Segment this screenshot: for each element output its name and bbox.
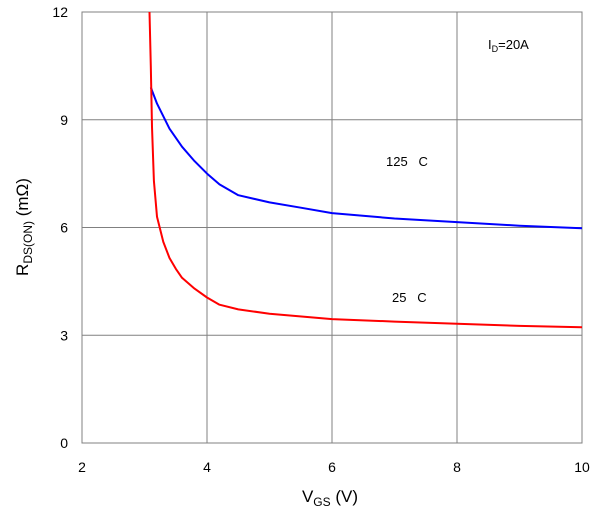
y-axis-label: RDS(ON) (mΩ)	[13, 178, 35, 276]
condition-label: ID=20A	[488, 37, 529, 54]
series-line-2	[148, 11, 583, 329]
y-tick-label: 0	[60, 435, 68, 451]
y-tick-label: 12	[52, 4, 68, 20]
x-axis-label: VGS (V)	[302, 487, 358, 509]
y-tick-label: 3	[60, 327, 68, 343]
x-tick-label: 4	[203, 459, 211, 475]
x-tick-labels: 2 4 6 8 10	[78, 459, 590, 475]
grid-lines	[81, 11, 583, 444]
y-tick-label: 6	[60, 220, 68, 236]
y-tick-label: 9	[60, 112, 68, 128]
x-tick-label: 2	[78, 459, 86, 475]
hot-temp-label: 125 C	[386, 154, 428, 169]
series-lines	[148, 11, 583, 329]
x-tick-label: 6	[328, 459, 336, 475]
series-line-1	[149, 87, 583, 230]
y-tick-labels: 0 3 6 9 12	[52, 4, 68, 451]
x-tick-label: 10	[574, 459, 590, 475]
cold-temp-label: 25 C	[392, 290, 427, 305]
x-tick-label: 8	[453, 459, 461, 475]
